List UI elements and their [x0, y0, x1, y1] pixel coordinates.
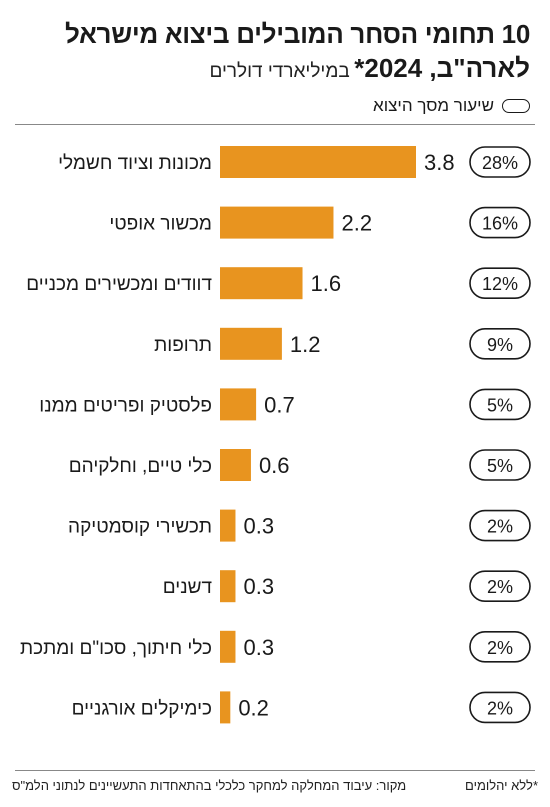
bar-row: דוודים ומכשירים מכניים 1.6 12%	[26, 267, 531, 300]
value-label: 0.3	[243, 574, 274, 599]
category-label: כלי טיים, וחלקיהם	[69, 456, 212, 477]
footer-divider	[15, 770, 535, 771]
value-label: 0.2	[238, 695, 269, 720]
category-label: דוודים ומכשירים מכניים	[26, 274, 212, 295]
subtitle-country-year: לארה"ב, 2024*	[354, 53, 530, 83]
share-pill	[469, 509, 531, 542]
category-label: מכשור אופטי	[109, 214, 212, 235]
share-label: 2%	[487, 577, 513, 597]
category-label: דשנים	[163, 577, 213, 598]
bar-row: תכשירי קוסמטיקה 0.3 2%	[68, 509, 531, 542]
bar	[220, 146, 416, 178]
share-label: 12%	[482, 274, 518, 294]
value-label: 0.6	[259, 453, 290, 478]
bar	[220, 388, 257, 421]
share-label: 2%	[487, 638, 513, 658]
legend-label: שיעור מסך היצוא	[373, 96, 494, 115]
value-label: 1.6	[311, 271, 342, 296]
share-pill	[469, 388, 531, 421]
share-pill	[469, 206, 531, 239]
category-label: מכונות וציוד חשמלי	[58, 153, 212, 174]
value-label: 2.2	[341, 211, 372, 236]
value-label: 0.3	[243, 635, 274, 660]
bar	[220, 206, 334, 239]
category-label: פלסטיק ופריטים ממנו	[39, 395, 212, 416]
bar-row: כלי חיתוך, סכו"ם ומתכת 0.3 2%	[20, 630, 531, 663]
value-label: 1.2	[290, 332, 321, 357]
bar-row: פלסטיק ופריטים ממנו 0.7 5%	[39, 388, 531, 421]
share-pill	[469, 449, 531, 481]
legend-pill-icon	[502, 99, 530, 113]
bar	[220, 327, 282, 360]
category-label: תרופות	[154, 335, 212, 356]
share-pill	[469, 327, 531, 360]
share-pill	[469, 570, 531, 603]
bar	[220, 449, 251, 481]
bar	[220, 691, 231, 724]
share-label: 2%	[487, 698, 513, 718]
bar-row: מכשור אופטי 2.2 16%	[109, 206, 531, 239]
share-pill	[469, 691, 531, 724]
category-label: תכשירי קוסמטיקה	[68, 517, 212, 538]
share-label: 9%	[487, 335, 513, 355]
legend: שיעור מסך היצוא	[373, 96, 530, 116]
category-label: כלי חיתוך, סכו"ם ומתכת	[20, 638, 212, 659]
bar-row: כלי טיים, וחלקיהם 0.6 5%	[69, 449, 531, 481]
bar	[220, 267, 303, 300]
value-label: 3.8	[424, 150, 455, 175]
bar	[220, 630, 236, 663]
value-label: 0.3	[243, 514, 274, 539]
bar-row: תרופות 1.2 9%	[154, 327, 531, 360]
footer-source: מקור: עיבוד המחלקה למחקר כלכלי בהתאחדות …	[12, 778, 407, 793]
share-label: 5%	[487, 456, 513, 476]
footer: *ללא יהלומים מקור: עיבוד המחלקה למחקר כל…	[12, 778, 538, 793]
chart-title: 10 תחומי הסחר המובילים ביצוא מישראל	[65, 19, 530, 49]
share-label: 2%	[487, 517, 513, 537]
bar-row: כימיקלים אורגניים 0.2 2%	[72, 691, 531, 724]
legend-divider	[15, 124, 535, 125]
category-label: כימיקלים אורגניים	[72, 698, 212, 719]
share-pill	[469, 267, 531, 300]
share-label: 28%	[482, 153, 518, 173]
bar	[220, 570, 236, 603]
bar	[220, 509, 236, 542]
share-label: 5%	[487, 395, 513, 415]
subtitle-unit: במיליארדי דולרים	[209, 61, 350, 82]
value-label: 0.7	[264, 392, 295, 417]
share-pill	[469, 630, 531, 663]
bar-row: דשנים 0.3 2%	[163, 570, 531, 603]
chart-subtitle: לארה"ב, 2024* במיליארדי דולרים	[15, 52, 530, 89]
share-pill	[469, 146, 531, 178]
footer-note: *ללא יהלומים	[465, 778, 538, 793]
share-label: 16%	[482, 214, 518, 234]
bar-row: מכונות וציוד חשמלי 3.8 28%	[58, 146, 531, 178]
